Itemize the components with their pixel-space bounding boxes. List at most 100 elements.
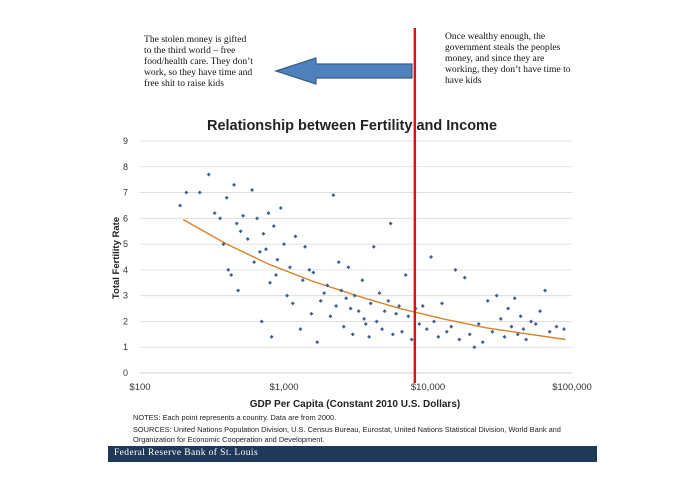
y-tick-label: 8 — [123, 162, 128, 172]
data-point — [417, 322, 422, 327]
data-point — [346, 265, 351, 270]
chart-sources: SOURCES: United Nations Population Divis… — [133, 425, 561, 444]
data-point — [226, 267, 231, 272]
data-point — [476, 322, 481, 327]
left-arrow — [274, 57, 413, 85]
data-points — [178, 172, 567, 350]
data-point — [293, 234, 298, 239]
data-point — [328, 314, 333, 319]
y-tick-label: 1 — [123, 342, 128, 352]
data-point — [547, 329, 552, 334]
y-axis-label: Total Fertility Rate — [111, 217, 122, 299]
data-point — [515, 332, 520, 337]
data-point — [259, 319, 264, 324]
chart-notes: NOTES: Each point represents a country. … — [133, 413, 337, 422]
y-tick-label: 7 — [123, 188, 128, 198]
data-point — [318, 298, 323, 303]
x-tick-label: $1,000 — [269, 382, 298, 393]
data-point — [521, 327, 526, 332]
data-point — [377, 291, 382, 296]
data-point — [524, 337, 529, 342]
data-point — [371, 244, 376, 249]
data-point — [250, 187, 255, 192]
data-point — [400, 329, 405, 334]
data-point — [554, 324, 559, 329]
data-point — [409, 337, 414, 342]
data-point — [315, 340, 320, 345]
data-point — [241, 213, 246, 218]
data-point — [449, 324, 454, 329]
data-point — [238, 229, 243, 234]
data-point — [382, 309, 387, 314]
data-point — [498, 316, 503, 321]
data-point — [394, 311, 399, 316]
footer-bar: Federal Reserve Bank of St. Louis — [108, 446, 597, 462]
data-point — [424, 327, 429, 332]
data-point — [252, 260, 257, 265]
data-point — [341, 324, 346, 329]
footer-label: Federal Reserve Bank of St. Louis — [114, 448, 259, 458]
data-point — [206, 172, 211, 177]
y-axis: 0 1 2 3 4 5 6 7 8 9 — [123, 136, 128, 378]
data-point — [390, 332, 395, 337]
y-tick-label: 0 — [123, 368, 128, 378]
data-point — [232, 182, 237, 187]
data-point — [457, 337, 462, 342]
data-point — [282, 242, 286, 247]
data-point — [374, 319, 379, 324]
data-point — [406, 314, 411, 319]
data-point — [431, 319, 436, 324]
data-point — [236, 288, 241, 293]
x-tick-label: $100,000 — [552, 382, 592, 393]
data-point — [420, 303, 425, 308]
data-point — [518, 314, 523, 319]
data-point — [303, 244, 308, 249]
data-point — [197, 190, 202, 195]
data-point — [264, 247, 269, 252]
data-point — [348, 306, 353, 311]
data-point — [257, 249, 262, 254]
data-point — [271, 224, 276, 229]
data-point — [397, 303, 402, 308]
data-point — [388, 221, 393, 226]
x-tick-label: $10,000 — [411, 382, 445, 393]
data-point — [218, 216, 223, 221]
data-point — [234, 221, 239, 226]
data-point — [221, 242, 226, 247]
data-point — [512, 296, 517, 301]
data-point — [266, 211, 271, 216]
data-point — [311, 270, 316, 275]
data-point — [386, 298, 391, 303]
data-point — [543, 288, 548, 293]
data-point — [380, 327, 385, 332]
data-point — [529, 319, 534, 324]
data-point — [350, 332, 355, 337]
data-point — [245, 236, 250, 241]
y-tick-label: 5 — [123, 239, 128, 249]
data-point — [300, 278, 305, 283]
data-point — [287, 265, 292, 270]
data-point — [290, 301, 295, 306]
data-point — [325, 283, 330, 288]
grid — [140, 140, 572, 374]
data-point — [331, 193, 336, 198]
data-point — [436, 334, 441, 339]
data-point — [224, 195, 229, 200]
data-point — [368, 301, 373, 306]
data-point — [485, 298, 490, 303]
x-axis-label: GDP Per Capita (Constant 2010 U.S. Dolla… — [250, 399, 460, 410]
data-point — [339, 288, 344, 293]
data-point — [494, 293, 499, 298]
data-point — [444, 329, 449, 334]
annotation-right: Once wealthy enough, the government stea… — [445, 31, 571, 86]
data-point — [480, 340, 485, 345]
trend-line — [182, 218, 566, 341]
data-point — [255, 216, 260, 221]
data-point — [309, 311, 314, 316]
data-point — [307, 267, 312, 272]
data-point — [367, 334, 372, 339]
data-point — [502, 334, 507, 339]
data-point — [439, 301, 444, 306]
data-point — [261, 231, 266, 236]
